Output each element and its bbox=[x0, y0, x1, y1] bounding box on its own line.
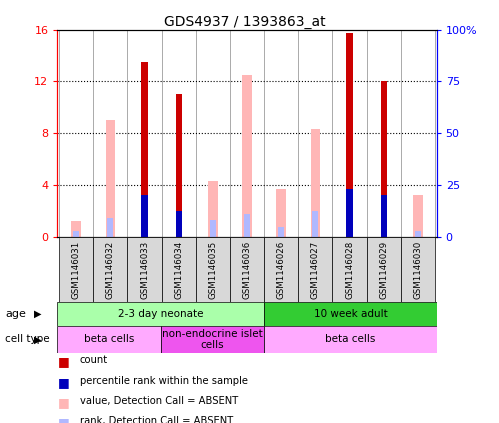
Bar bbox=[298, 237, 332, 302]
Bar bbox=[161, 326, 264, 353]
Bar bbox=[73, 231, 79, 237]
Text: GSM1146027: GSM1146027 bbox=[311, 241, 320, 299]
Text: rank, Detection Call = ABSENT: rank, Detection Call = ABSENT bbox=[80, 416, 233, 423]
Bar bbox=[310, 129, 320, 237]
Bar bbox=[346, 33, 353, 237]
Text: GSM1146028: GSM1146028 bbox=[345, 241, 354, 299]
Text: beta cells: beta cells bbox=[84, 335, 134, 344]
Bar bbox=[264, 302, 437, 326]
Bar bbox=[162, 237, 196, 302]
Bar bbox=[264, 237, 298, 302]
Bar bbox=[276, 189, 286, 237]
Text: non-endocrine islet
cells: non-endocrine islet cells bbox=[162, 329, 263, 350]
Bar bbox=[196, 237, 230, 302]
Text: beta cells: beta cells bbox=[325, 335, 376, 344]
Bar bbox=[208, 181, 218, 237]
Text: ▶: ▶ bbox=[34, 335, 41, 344]
Bar bbox=[244, 214, 250, 237]
Bar bbox=[210, 220, 216, 237]
Bar bbox=[264, 326, 437, 353]
Text: GDS4937 / 1393863_at: GDS4937 / 1393863_at bbox=[164, 15, 325, 29]
Text: GSM1146030: GSM1146030 bbox=[413, 241, 422, 299]
Bar bbox=[107, 218, 113, 237]
Text: ■: ■ bbox=[57, 416, 69, 423]
Bar bbox=[415, 231, 421, 237]
Bar bbox=[381, 81, 387, 237]
Bar bbox=[57, 326, 161, 353]
Text: GSM1146035: GSM1146035 bbox=[209, 241, 218, 299]
Bar bbox=[312, 211, 318, 237]
Text: ■: ■ bbox=[57, 355, 69, 368]
Bar bbox=[93, 237, 127, 302]
Text: GSM1146029: GSM1146029 bbox=[379, 241, 388, 299]
Text: percentile rank within the sample: percentile rank within the sample bbox=[80, 376, 248, 386]
Text: GSM1146026: GSM1146026 bbox=[276, 241, 285, 299]
Text: 10 week adult: 10 week adult bbox=[313, 309, 387, 319]
Text: age: age bbox=[5, 309, 26, 319]
Bar bbox=[127, 237, 162, 302]
Bar bbox=[381, 195, 387, 237]
Text: 2-3 day neonate: 2-3 day neonate bbox=[118, 309, 204, 319]
Text: GSM1146033: GSM1146033 bbox=[140, 241, 149, 299]
Text: cell type: cell type bbox=[5, 335, 49, 344]
Bar bbox=[278, 227, 284, 237]
Bar bbox=[71, 221, 81, 237]
Text: GSM1146036: GSM1146036 bbox=[243, 241, 251, 299]
Bar bbox=[176, 94, 182, 237]
Text: ■: ■ bbox=[57, 376, 69, 389]
Bar bbox=[230, 237, 264, 302]
Bar bbox=[141, 62, 148, 237]
Bar bbox=[346, 189, 353, 237]
Bar bbox=[59, 237, 93, 302]
Text: ■: ■ bbox=[57, 396, 69, 409]
Bar bbox=[332, 237, 367, 302]
Bar bbox=[106, 120, 115, 237]
Bar bbox=[242, 75, 252, 237]
Text: GSM1146034: GSM1146034 bbox=[174, 241, 183, 299]
Bar bbox=[367, 237, 401, 302]
Text: ▶: ▶ bbox=[34, 309, 41, 319]
Text: value, Detection Call = ABSENT: value, Detection Call = ABSENT bbox=[80, 396, 238, 406]
Bar bbox=[57, 302, 264, 326]
Bar bbox=[141, 195, 148, 237]
Bar bbox=[413, 195, 423, 237]
Bar bbox=[401, 237, 435, 302]
Bar bbox=[176, 211, 182, 237]
Text: GSM1146031: GSM1146031 bbox=[72, 241, 81, 299]
Text: count: count bbox=[80, 355, 108, 365]
Text: GSM1146032: GSM1146032 bbox=[106, 241, 115, 299]
